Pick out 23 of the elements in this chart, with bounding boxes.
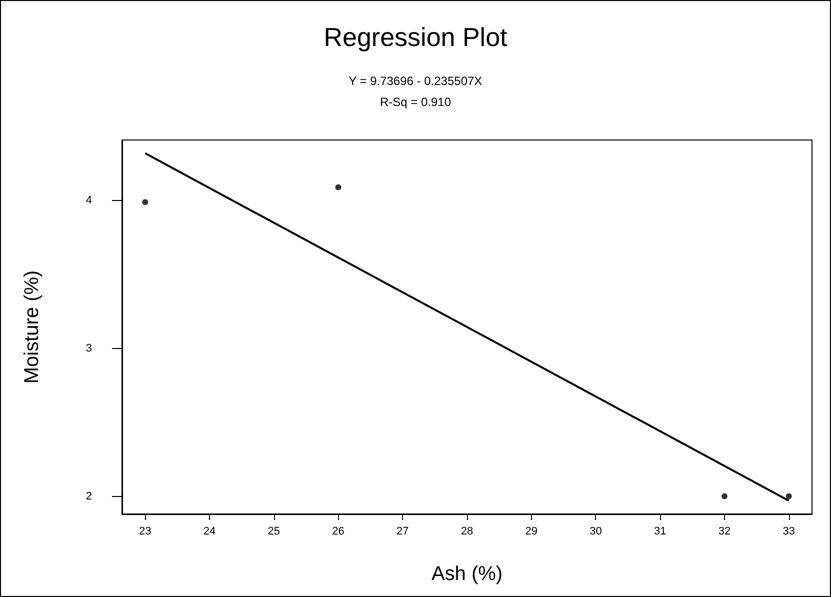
y-tick-label: 4 [86,194,92,207]
x-tick-label: 26 [332,526,344,538]
point [786,493,792,500]
x-tick-label: 23 [139,526,152,538]
chart-title: Regression Plot [324,22,508,52]
x-tick-label: 30 [590,526,602,538]
text: Y = 9.73696 - 0.235507X [348,74,482,88]
x-tick-label: 25 [268,526,280,538]
point [335,184,342,190]
point [142,199,148,206]
x-tick-label: 24 [203,526,216,538]
y-tick-label: 2 [86,490,92,502]
point [721,493,728,500]
x-tick-label: 31 [654,526,666,538]
x-tick-label: 27 [396,526,409,538]
y-axis-title: Moisture (%) [21,270,43,384]
x-tick-label: 29 [525,526,538,538]
y-tick-label: 3 [86,342,92,354]
x-tick-label: 28 [460,526,474,538]
x-axis-title: Ash (%) [431,563,503,585]
x-tick-label: 33 [782,526,795,538]
text: R-Sq = 0.910 [380,95,452,109]
x-tick-label: 32 [718,526,731,538]
